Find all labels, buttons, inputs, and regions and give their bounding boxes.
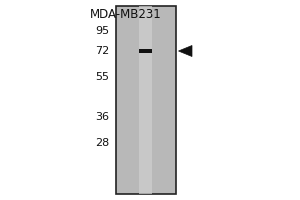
Text: 55: 55 — [95, 72, 110, 82]
Text: MDA-MB231: MDA-MB231 — [90, 8, 162, 21]
Bar — [139, 49, 152, 53]
Polygon shape — [178, 46, 192, 56]
Text: 28: 28 — [95, 138, 110, 148]
Bar — [139, 6, 152, 194]
Text: 36: 36 — [95, 112, 110, 122]
Bar — [116, 6, 176, 194]
Text: 95: 95 — [95, 26, 110, 36]
Text: 72: 72 — [95, 46, 110, 56]
